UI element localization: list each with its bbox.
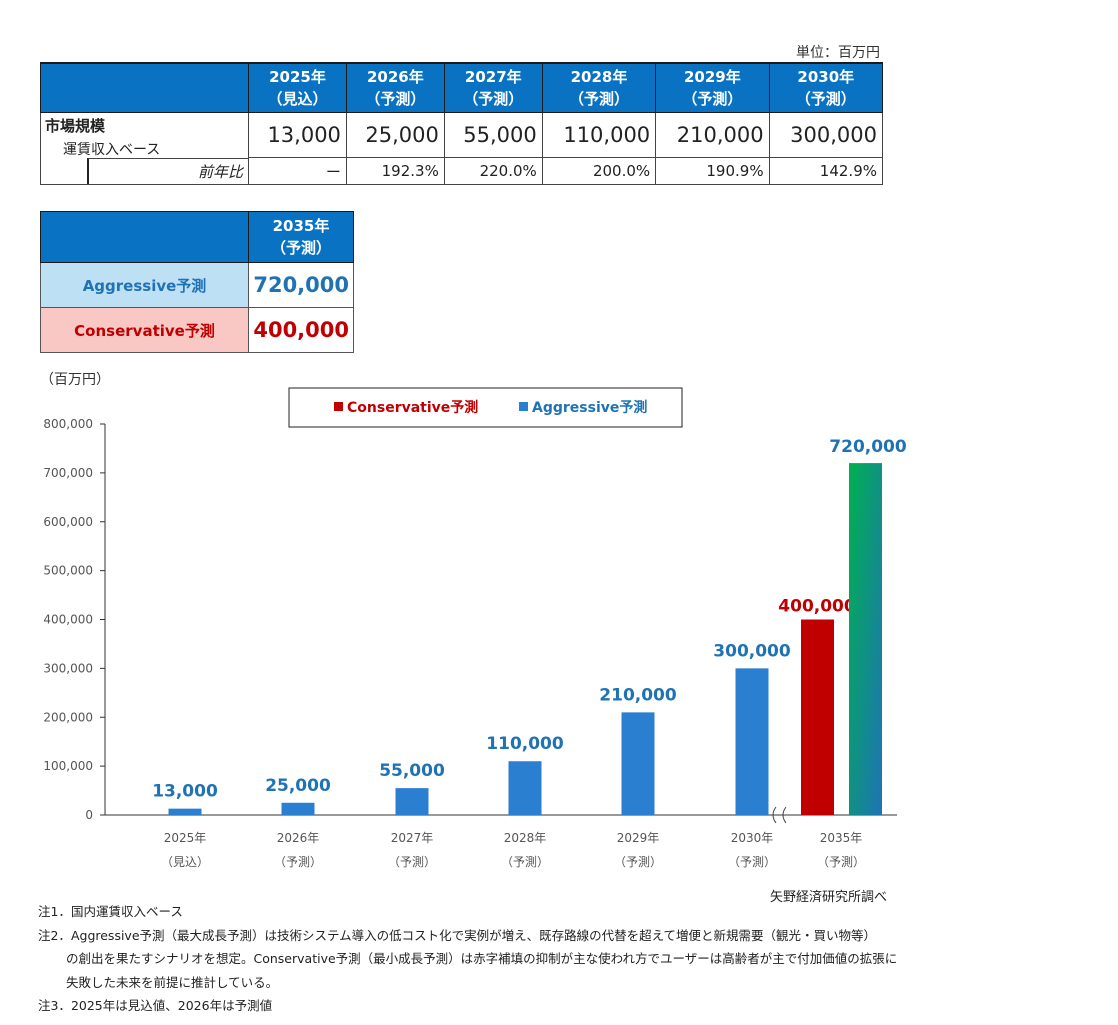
source-note: 矢野経済研究所調べ	[770, 890, 888, 905]
bar	[281, 802, 315, 815]
yoy-2029: 190.9%	[655, 157, 770, 185]
value-2026: 25,000	[345, 112, 445, 158]
unit-label: 単位：百万円	[796, 45, 880, 61]
header-empty-cell	[40, 62, 249, 113]
bar-value-label: 110,000	[486, 734, 564, 754]
yoy-2026: 192.3%	[345, 157, 445, 185]
row-sublabel: 運賃収入ベース	[63, 142, 161, 158]
x-tick-label-sub: （見込）	[161, 855, 209, 869]
aggressive-label: Aggressive予測	[40, 262, 249, 308]
value-2025: 13,000	[248, 112, 347, 158]
value-2030: 300,000	[768, 112, 884, 158]
header-2029: 2029年 （予測）	[655, 62, 770, 113]
bar-value-label: 13,000	[152, 782, 218, 802]
y-tick-label: 200,000	[43, 710, 93, 724]
bar-2035-conservative	[801, 619, 834, 815]
aggressive-value: 720,000	[248, 262, 354, 308]
y-tick-label: 600,000	[43, 515, 93, 529]
header-2030: 2030年 （予測）	[768, 62, 884, 113]
header-2026: 2026年 （予測）	[345, 62, 445, 113]
yoy-2030: 142.9%	[768, 157, 884, 185]
x-tick-label-sub: （予測）	[501, 855, 549, 869]
y-tick-label: 100,000	[43, 759, 93, 773]
note-3: 注3．2025年は見込値、2026年は予測値	[38, 998, 273, 1013]
value-2029: 210,000	[655, 112, 770, 158]
x-tick-label-year: 2030年	[731, 831, 774, 845]
y-tick-label: 0	[85, 808, 93, 822]
notes-block: 注1．国内運賃収入ベース 注2．Aggressive予測（最大成長予測）は技術シ…	[38, 900, 897, 1018]
bar	[621, 712, 655, 815]
t2035-conservative-row: Conservative予測 400,000	[40, 307, 354, 353]
chart-legend: Conservative予測 Aggressive予測	[288, 387, 683, 428]
x-tick-label-year: 2028年	[504, 831, 547, 845]
note-2-cont-2: 失敗した未来を前提に推計している。	[66, 974, 279, 990]
yoy-2025: ー	[248, 157, 347, 185]
axis-break-mark	[772, 806, 787, 824]
x-tick-label-sub: （予測）	[614, 855, 662, 869]
x-tick-label-sub: （予測）	[728, 855, 776, 869]
bar-value-label: 210,000	[599, 685, 677, 705]
y-tick-label: 800,000	[43, 417, 93, 431]
legend-conservative-swatch	[334, 402, 343, 411]
market-size-table: 2025年 （見込） 2026年 （予測） 2027年 （予測） 2028年 （予測） …	[40, 62, 884, 185]
x-tick-label-sub: （予測）	[817, 855, 865, 869]
t2035-header-empty	[40, 211, 249, 263]
t2035-aggressive-row: Aggressive予測 720,000	[40, 262, 354, 308]
note-2: 注2．Aggressive予測（最大成長予測）は技術システム導入の低コスト化で実…	[38, 927, 877, 943]
bar	[168, 808, 202, 815]
y-tick-label: 400,000	[43, 613, 93, 627]
x-tick-label-year: 2025年	[164, 831, 207, 845]
bar-value-label: 300,000	[713, 641, 791, 661]
bar	[735, 668, 769, 815]
note-1: 注1．国内運賃収入ベース	[38, 904, 183, 919]
legend-aggressive-label: Aggressive予測	[532, 399, 647, 416]
yoy-2028: 200.0%	[541, 157, 657, 185]
y-axis-unit-label: （百万円）	[40, 372, 110, 388]
x-tick-label-year: 2035年	[820, 831, 863, 845]
y-tick-label: 500,000	[43, 564, 93, 578]
bar	[395, 788, 429, 815]
bar-value-label: 55,000	[379, 761, 445, 781]
legend-conservative-label: Conservative予測	[347, 399, 478, 416]
value-2027: 55,000	[443, 112, 543, 158]
market-size-bar-chart: （百万円） Conservative予測 Aggressive予測 0 100,0…	[40, 372, 907, 869]
bar-2035-aggressive	[849, 463, 882, 815]
table-header-row: 2025年 （見込） 2026年 （予測） 2027年 （予測） 2028年 （予測） …	[40, 62, 884, 113]
header-2027: 2027年 （予測）	[443, 62, 543, 113]
bar	[508, 761, 542, 815]
yoy-label: 前年比	[87, 157, 248, 184]
forecast-2035-table: 2035年 （予測） Aggressive予測 720,000 Conservat…	[40, 211, 354, 353]
conservative-value: 400,000	[248, 307, 354, 353]
x-tick-label-year: 2026年	[277, 831, 320, 845]
x-tick-label-year: 2027年	[391, 831, 434, 845]
bar-value-label-aggressive: 720,000	[829, 437, 907, 457]
bar-value-label-conservative: 400,000	[778, 597, 856, 617]
conservative-label: Conservative予測	[40, 307, 249, 353]
x-tick-label-sub: （予測）	[274, 855, 322, 869]
x-tick-label-sub: （予測）	[388, 855, 436, 869]
x-tick-label-year: 2029年	[617, 831, 660, 845]
bar-value-label: 25,000	[265, 776, 331, 796]
yoy-label-cell: 前年比	[40, 157, 249, 185]
yoy-2027: 220.0%	[443, 157, 543, 185]
y-tick-label: 700,000	[43, 466, 93, 480]
legend-aggressive-swatch	[519, 402, 528, 411]
note-2-cont-1: の創出を果たすシナリオを想定。Conservative予測（最小成長予測）は赤字…	[66, 951, 898, 966]
row-label: 市場規模	[45, 117, 106, 135]
row-label-cell: 市場規模 運賃収入ベース	[40, 112, 249, 158]
table-row-yoy: 前年比 ー 192.3% 220.0% 200.0% 190.9% 142.9%	[40, 157, 884, 185]
y-tick-label: 300,000	[43, 661, 93, 675]
